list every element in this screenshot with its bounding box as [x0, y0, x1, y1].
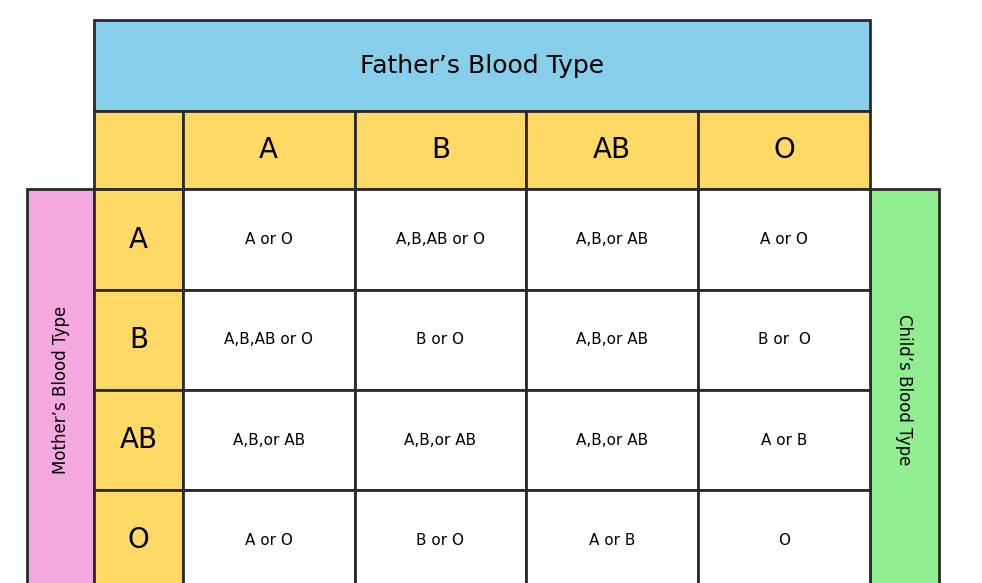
Text: Father’s Blood Type: Father’s Blood Type — [360, 54, 604, 78]
Text: AB: AB — [593, 136, 631, 164]
Bar — [183, 189, 355, 290]
Bar — [94, 390, 183, 490]
Text: A: A — [259, 136, 278, 164]
Bar — [355, 290, 526, 390]
Text: A or B: A or B — [589, 533, 635, 548]
Bar — [526, 290, 698, 390]
Bar — [698, 490, 870, 583]
Bar — [526, 189, 698, 290]
Text: B: B — [129, 326, 148, 354]
Bar — [526, 390, 698, 490]
Text: A or B: A or B — [761, 433, 807, 448]
Text: Mother’s Blood Type: Mother’s Blood Type — [52, 306, 70, 474]
Bar — [94, 189, 183, 290]
Bar — [94, 490, 183, 583]
Text: A or O: A or O — [245, 533, 293, 548]
Bar — [698, 390, 870, 490]
Text: A,B,AB or O: A,B,AB or O — [224, 332, 313, 347]
Bar — [698, 290, 870, 390]
Text: A,B,or AB: A,B,or AB — [576, 433, 648, 448]
Bar — [183, 290, 355, 390]
Text: B or  O: B or O — [758, 332, 810, 347]
Text: B or O: B or O — [416, 332, 464, 347]
Text: A: A — [129, 226, 148, 254]
Text: O: O — [128, 526, 149, 554]
Bar — [698, 189, 870, 290]
Bar — [94, 290, 183, 390]
Text: A,B,or AB: A,B,or AB — [233, 433, 304, 448]
Bar — [355, 490, 526, 583]
Bar — [183, 111, 355, 189]
Text: B: B — [431, 136, 450, 164]
Text: O: O — [778, 533, 791, 548]
Bar — [183, 390, 355, 490]
Text: Child’s Blood Type: Child’s Blood Type — [896, 314, 913, 466]
Bar — [526, 111, 698, 189]
Text: A,B,or AB: A,B,or AB — [405, 433, 476, 448]
Text: B or O: B or O — [416, 533, 464, 548]
Bar — [94, 111, 183, 189]
Bar — [355, 189, 526, 290]
Text: O: O — [773, 136, 795, 164]
Text: A or O: A or O — [245, 232, 293, 247]
Bar — [94, 20, 870, 111]
Bar — [526, 490, 698, 583]
Text: A,B,or AB: A,B,or AB — [576, 332, 648, 347]
Bar — [698, 111, 870, 189]
Bar — [27, 189, 94, 583]
Text: A or O: A or O — [760, 232, 808, 247]
Bar — [355, 111, 526, 189]
Bar — [183, 490, 355, 583]
Text: AB: AB — [120, 426, 157, 454]
Bar — [355, 390, 526, 490]
Text: A,B,AB or O: A,B,AB or O — [396, 232, 485, 247]
Text: A,B,or AB: A,B,or AB — [576, 232, 648, 247]
Bar — [870, 189, 939, 583]
